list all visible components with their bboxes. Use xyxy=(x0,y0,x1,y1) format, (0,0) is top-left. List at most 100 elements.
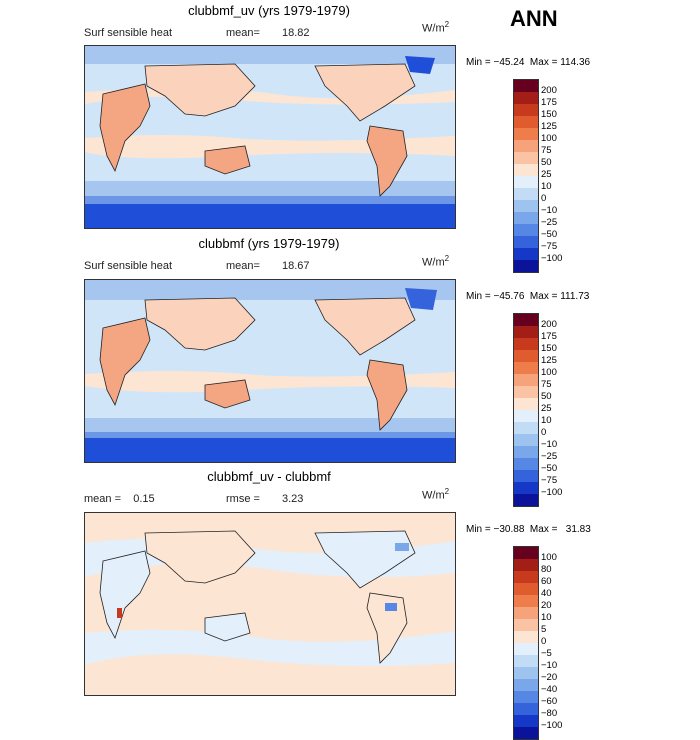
colorbar-swatch xyxy=(514,374,538,386)
colorbar-swatch xyxy=(514,482,538,494)
panel-3-colorbar-ticks: 100 80 60 40 20 10 5 0 −5 −10 −20 −40 −6… xyxy=(541,552,562,732)
panel-1-title: clubbmf_uv (yrs 1979-1979) xyxy=(188,3,350,18)
colorbar-tick: 100 xyxy=(541,133,557,144)
colorbar-swatch xyxy=(514,619,538,631)
colorbar-tick: 200 xyxy=(541,319,557,330)
colorbar-tick: −75 xyxy=(541,241,558,252)
panel-3-title: clubbmf_uv - clubbmf xyxy=(207,469,331,484)
colorbar-tick: 5 xyxy=(541,624,547,635)
colorbar-tick: 25 xyxy=(541,169,552,180)
panel-3-stat-value: 3.23 xyxy=(282,493,304,505)
colorbar-swatch xyxy=(514,200,538,212)
colorbar-tick: 150 xyxy=(541,343,557,354)
colorbar-tick: −25 xyxy=(541,217,558,228)
colorbar-swatch xyxy=(514,494,538,506)
colorbar-tick: −50 xyxy=(541,229,558,240)
colorbar-swatch xyxy=(514,362,538,374)
colorbar-tick: 50 xyxy=(541,391,552,402)
colorbar-tick: 175 xyxy=(541,97,557,108)
colorbar-tick: 125 xyxy=(541,121,557,132)
colorbar-tick: 125 xyxy=(541,355,557,366)
colorbar-tick: −50 xyxy=(541,463,558,474)
colorbar-swatch xyxy=(514,703,538,715)
colorbar-tick: 0 xyxy=(541,193,547,204)
colorbar-swatch xyxy=(514,691,538,703)
colorbar-swatch xyxy=(514,547,538,559)
colorbar-tick: −20 xyxy=(541,672,558,683)
colorbar-tick: 50 xyxy=(541,157,552,168)
colorbar-tick: 10 xyxy=(541,415,552,426)
colorbar-tick: −40 xyxy=(541,684,558,695)
colorbar-swatch xyxy=(514,386,538,398)
colorbar-tick: −25 xyxy=(541,451,558,462)
colorbar-swatch xyxy=(514,727,538,739)
colorbar-tick: −100 xyxy=(541,253,563,264)
colorbar-swatch xyxy=(514,164,538,176)
colorbar-swatch xyxy=(514,398,538,410)
colorbar-tick: −5 xyxy=(541,648,552,659)
colorbar-tick: 75 xyxy=(541,145,552,156)
panel-2-colorbar xyxy=(513,313,539,507)
panel-1-stat-label: mean= xyxy=(226,27,260,39)
panel-3-map xyxy=(84,512,456,696)
colorbar-tick: 10 xyxy=(541,612,552,623)
colorbar-tick: 75 xyxy=(541,379,552,390)
colorbar-swatch xyxy=(514,338,538,350)
colorbar-tick: 150 xyxy=(541,109,557,120)
colorbar-swatch xyxy=(514,583,538,595)
season-label: ANN xyxy=(510,6,558,31)
panel-2-title: clubbmf (yrs 1979-1979) xyxy=(198,236,340,251)
colorbar-tick: −10 xyxy=(541,660,558,671)
colorbar-tick: 10 xyxy=(541,181,552,192)
panel-1-colorbar-ticks: 200 175 150 125 100 75 50 25 10 0 −10 −2… xyxy=(541,85,562,265)
colorbar-tick: −75 xyxy=(541,475,558,486)
panel-1-map xyxy=(84,45,456,229)
colorbar-swatch xyxy=(514,260,538,272)
colorbar-tick: 100 xyxy=(541,367,557,378)
colorbar-swatch xyxy=(514,152,538,164)
panel-1-colorbar xyxy=(513,79,539,273)
colorbar-swatch xyxy=(514,607,538,619)
colorbar-swatch xyxy=(514,188,538,200)
colorbar-swatch xyxy=(514,667,538,679)
colorbar-swatch xyxy=(514,470,538,482)
colorbar-swatch xyxy=(514,176,538,188)
panel-1-min-max: Min = −45.24 Max = 114.36 xyxy=(466,57,591,68)
colorbar-tick: −100 xyxy=(541,720,563,731)
colorbar-tick: 40 xyxy=(541,588,552,599)
panel-3-units: W/m2 xyxy=(422,487,450,502)
colorbar-tick: 80 xyxy=(541,564,552,575)
colorbar-tick: 0 xyxy=(541,636,547,647)
panel-3-min-max: Min = −30.88 Max = 31.83 xyxy=(466,524,591,535)
colorbar-swatch xyxy=(514,679,538,691)
colorbar-swatch xyxy=(514,314,538,326)
colorbar-tick: 200 xyxy=(541,85,557,96)
colorbar-swatch xyxy=(514,104,538,116)
colorbar-tick: −80 xyxy=(541,708,558,719)
colorbar-swatch xyxy=(514,631,538,643)
colorbar-tick: 20 xyxy=(541,600,552,611)
colorbar-swatch xyxy=(514,446,538,458)
colorbar-tick: −60 xyxy=(541,696,558,707)
panel-2-min-max: Min = −45.76 Max = 111.73 xyxy=(466,291,590,302)
panel-1-stat-value: 18.82 xyxy=(282,27,310,39)
colorbar-swatch xyxy=(514,248,538,260)
colorbar-swatch xyxy=(514,559,538,571)
colorbar-swatch xyxy=(514,224,538,236)
colorbar-tick: 0 xyxy=(541,427,547,438)
colorbar-swatch xyxy=(514,571,538,583)
colorbar-tick: −10 xyxy=(541,439,558,450)
colorbar-swatch xyxy=(514,715,538,727)
panel-3-colorbar xyxy=(513,546,539,740)
colorbar-tick: −100 xyxy=(541,487,563,498)
colorbar-swatch xyxy=(514,326,538,338)
colorbar-tick: 175 xyxy=(541,331,557,342)
colorbar-swatch xyxy=(514,116,538,128)
panel-3-stat-label: rmse = xyxy=(226,493,260,505)
colorbar-swatch xyxy=(514,434,538,446)
colorbar-swatch xyxy=(514,212,538,224)
colorbar-tick: 100 xyxy=(541,552,557,563)
panel-2-map xyxy=(84,279,456,463)
colorbar-swatch xyxy=(514,80,538,92)
colorbar-tick: 60 xyxy=(541,576,552,587)
